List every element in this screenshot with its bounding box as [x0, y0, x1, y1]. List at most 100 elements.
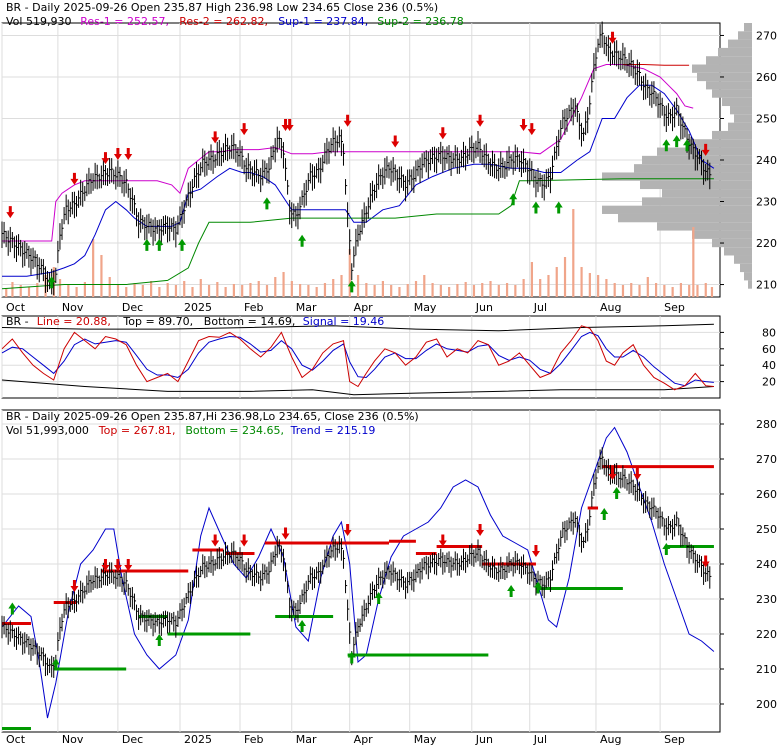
trend-buy-arrow — [662, 543, 671, 555]
trend-sell-arrow — [113, 559, 122, 571]
volume-bar — [299, 284, 302, 297]
trend-xtick-label: Jul — [533, 733, 547, 745]
trend-xtick-label: May — [414, 733, 437, 745]
osc-header-3: Bottom = 14.69, — [204, 315, 296, 328]
volume-bar — [439, 285, 442, 297]
volume-profile-bar — [706, 56, 752, 65]
volume-bar — [580, 267, 583, 297]
sell-arrow — [285, 118, 294, 131]
price-xtick-label: Sep — [664, 301, 685, 314]
volume-profile-bar — [730, 106, 752, 115]
volume-profile-bar — [734, 255, 752, 264]
volume-bar — [613, 283, 616, 297]
osc-signal-line — [1, 331, 714, 387]
volume-bar — [398, 287, 401, 297]
trend-ytick-label: 260 — [756, 488, 777, 501]
volume-profile-bar — [692, 230, 752, 239]
volume-bar — [249, 283, 252, 297]
sell-arrow — [70, 172, 79, 185]
trend-buy-arrow — [600, 508, 609, 520]
volume-bar — [290, 281, 293, 297]
price-xtick-label: Jun — [475, 301, 493, 314]
volume-bar — [257, 281, 260, 297]
price-ytick-label: 240 — [756, 154, 777, 167]
trend-sell-arrow — [343, 524, 352, 536]
volume-bar — [332, 279, 335, 297]
volume-profile-bar — [687, 139, 752, 148]
volume-bar — [431, 283, 434, 297]
volume-bar — [539, 279, 542, 297]
buy-arrow — [347, 280, 356, 293]
trend-sell-arrow — [211, 534, 220, 547]
sell-arrow — [211, 131, 220, 144]
volume-profile-bar — [744, 23, 752, 32]
volume-bar — [11, 282, 14, 297]
price-header-line2-2: Res-2 = 262.82, — [179, 15, 268, 28]
price-ytick-label: 230 — [756, 196, 777, 209]
volume-profile-bar — [740, 263, 752, 273]
buy-arrow — [178, 238, 187, 251]
price-ytick-label: 210 — [756, 279, 777, 292]
volume-bar — [19, 285, 22, 297]
volume-bar — [5, 289, 8, 297]
sell-arrow — [438, 127, 447, 140]
volume-bar — [83, 282, 86, 297]
buy-arrow — [142, 238, 151, 251]
sell-arrow — [101, 152, 110, 165]
sell-arrow — [281, 118, 290, 131]
volume-bar — [183, 281, 186, 297]
volume-bar — [688, 285, 691, 297]
trend-sell-arrow — [438, 534, 447, 547]
sup1-line — [2, 84, 715, 277]
trend-sell-arrow — [124, 559, 133, 571]
trend-buy-arrow — [374, 592, 383, 604]
price-xtick-label: Nov — [62, 301, 84, 314]
buy-arrow — [262, 197, 271, 210]
trend-xtick-label: Mar — [296, 733, 317, 745]
trend-header-line2-2: Bottom = 234.65, — [185, 424, 284, 437]
volume-bar — [67, 285, 70, 297]
volume-bar — [191, 287, 194, 297]
volume-bar — [108, 277, 111, 297]
volume-profile-bar — [706, 81, 752, 90]
osc-header-4: Signal = 19.46 — [303, 315, 385, 328]
volume-bar — [605, 279, 608, 297]
trend-buy-arrow — [298, 620, 307, 632]
trend-sell-arrow — [608, 468, 617, 480]
volume-bar — [692, 227, 695, 297]
price-xtick-label: Oct — [6, 301, 26, 314]
volume-bar — [456, 284, 459, 297]
volume-bar — [696, 285, 699, 297]
buy-arrow — [531, 201, 540, 214]
volume-bar — [265, 285, 269, 297]
trend-ytick-label: 210 — [756, 663, 777, 676]
osc-line — [1, 325, 714, 391]
volume-bar — [348, 249, 351, 297]
volume-bar — [241, 285, 244, 297]
trend-ytick-label: 230 — [756, 593, 777, 606]
sell-arrow — [124, 148, 133, 160]
volume-bar — [141, 285, 144, 297]
trend-xtick-label: Sep — [664, 733, 685, 745]
res1-line — [2, 64, 694, 242]
sell-arrow — [113, 148, 122, 160]
trend-ytick-label: 270 — [756, 453, 777, 466]
volume-profile-bar — [640, 180, 752, 190]
volume-bar — [630, 283, 633, 297]
trend-sell-arrow — [70, 580, 79, 592]
volume-bar — [464, 282, 467, 297]
volume-profile-bar — [657, 222, 752, 231]
volume-bar — [597, 275, 600, 297]
trend-buy-arrow — [347, 651, 356, 664]
volume-bar — [116, 285, 120, 297]
trend-header-line2-1: Top = 267.81, — [98, 424, 176, 437]
buy-arrow — [509, 193, 518, 206]
price-header-line2-1: Res-1 = 252.57, — [80, 15, 169, 28]
volume-bar — [679, 283, 683, 297]
volume-bar — [414, 281, 418, 297]
volume-bar — [547, 275, 550, 297]
trend-sell-arrow — [701, 555, 710, 568]
volume-bar — [646, 277, 649, 297]
volume-profile-bar — [642, 197, 752, 206]
